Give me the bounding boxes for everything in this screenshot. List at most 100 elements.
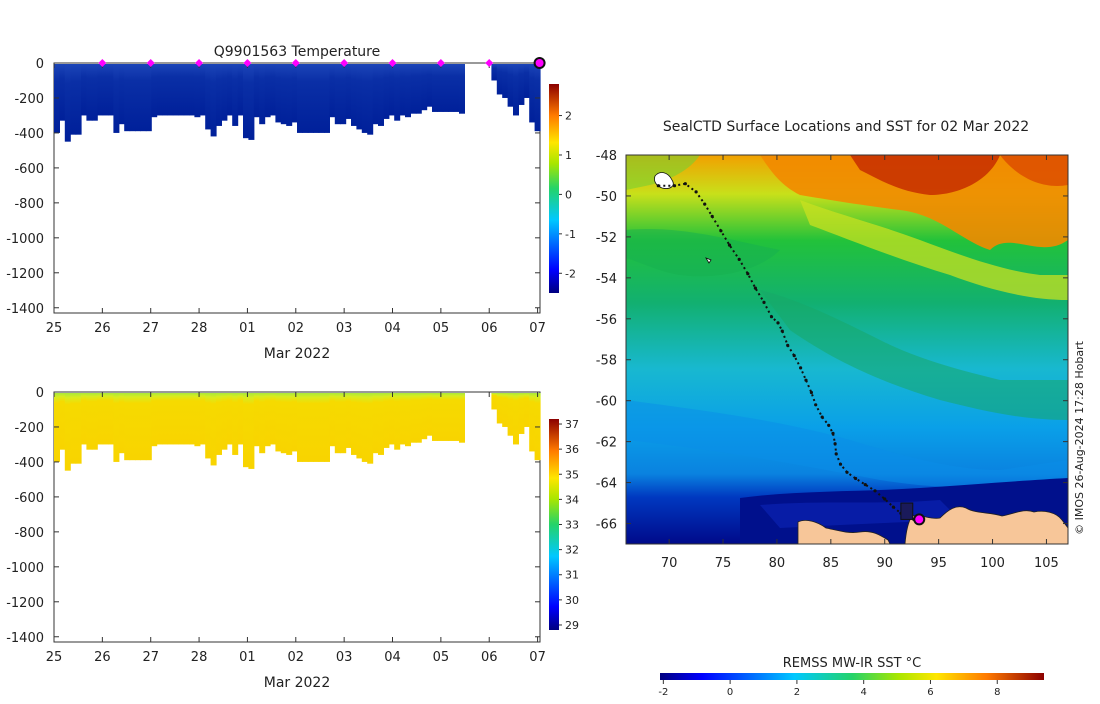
ctd-surface-location (776, 321, 780, 325)
y-tick-label: -600 (14, 491, 44, 506)
temperature-profile-markers (98, 57, 546, 69)
salinity-profile-column (313, 393, 320, 462)
temperature-profile-column (286, 64, 293, 126)
temperature-profile-column (313, 64, 320, 133)
salinity-profile-column (264, 393, 271, 447)
x-tick-label: 05 (433, 321, 450, 336)
temperature-profile-column (280, 64, 287, 125)
temperature-profile-column (199, 64, 206, 116)
salinity-profile-column (523, 393, 530, 427)
salinity-profile-column (518, 393, 525, 434)
temperature-profile-column (124, 64, 131, 132)
salinity-profile-column (194, 393, 201, 447)
map-y-tick-label: -64 (596, 477, 617, 492)
temperature-profile-column (113, 64, 120, 133)
salinity-profile-column (259, 393, 266, 454)
temperature-profile-column (491, 64, 498, 81)
ctd-surface-location (863, 483, 867, 487)
temperature-profile-column (70, 64, 77, 135)
temperature-profile-column (523, 64, 530, 98)
temperature-profile-column (167, 64, 174, 116)
salinity-profile-column (162, 393, 168, 445)
sst-colorbar-tick-label: 8 (994, 687, 1000, 698)
salinity-profile-column (275, 393, 282, 452)
temperature-profile-column (259, 64, 266, 125)
salinity-profile-column (340, 393, 347, 454)
salinity-profile-column (172, 393, 179, 445)
y-tick-label: -200 (14, 421, 44, 436)
profile-marker (98, 59, 107, 67)
map-y-tick-label: -48 (596, 149, 617, 164)
salinity-section-chart: 25 26 27 28 01 02 03 04 05 06 07 0 -200 -400 -600 -800 -… (6, 386, 579, 691)
profile-marker (388, 59, 397, 67)
temperature-profile-column (140, 64, 147, 132)
x-tick-label: 07 (529, 321, 546, 336)
temperature-profile-column (318, 64, 325, 133)
salinity-colorbar (549, 419, 559, 630)
salinity-profile-column (442, 393, 449, 441)
x-tick-label: 27 (142, 650, 159, 665)
temperature-profile-column (275, 64, 282, 123)
ctd-surface-location (831, 431, 835, 435)
temperature-profile-column (340, 64, 347, 125)
x-tick-label: 28 (191, 321, 208, 336)
x-tick-label: 04 (384, 650, 401, 665)
salinity-profile-column (91, 393, 98, 450)
y-tick-label: -200 (14, 92, 44, 107)
salinity-profile-column (421, 393, 428, 440)
ctd-surface-location (854, 476, 858, 481)
temperature-profile-column (221, 64, 228, 121)
temperature-profile-column (270, 64, 276, 116)
x-tick-label: 26 (94, 650, 111, 665)
colorbar-tick-label: -1 (565, 228, 576, 241)
salinity-profile-column (383, 393, 390, 448)
salinity-profile-column (351, 393, 357, 455)
y-tick-label: -1000 (6, 561, 44, 576)
x-tick-label: 28 (191, 650, 208, 665)
temperature-profile-column (426, 64, 433, 107)
salinity-profile-column (324, 393, 330, 462)
sst-colorbar (660, 673, 1044, 680)
y-tick-label: -800 (14, 197, 44, 212)
y-tick-label: -1200 (6, 267, 44, 282)
salinity-profile-column (410, 393, 417, 443)
sst-colorbar-tick-label: 6 (927, 687, 933, 698)
map-y-tick-label: -56 (596, 313, 617, 328)
salinity-profile-column (513, 393, 519, 445)
temperature-profile-column (496, 64, 503, 95)
salinity-profile-column (113, 393, 120, 462)
map-y-tick-label: -50 (596, 190, 617, 205)
x-tick-label: 05 (433, 650, 450, 665)
salinity-profile-column (140, 393, 147, 461)
sst-map-chart: SealCTD Surface Locations and SST for 02… (596, 119, 1086, 698)
ctd-surface-location (672, 184, 677, 188)
temperature-profile-column (172, 64, 179, 116)
y-tick-label: -1200 (6, 596, 44, 611)
temperature-section-chart: Q9901563 Temperature 25 26 27 28 01 02 03 04 05 0… (6, 44, 576, 362)
x-tick-label: 04 (384, 321, 401, 336)
temperature-x-axis-label: Mar 2022 (264, 346, 331, 362)
map-title: SealCTD Surface Locations and SST for 02… (663, 119, 1029, 135)
ctd-surface-location (719, 229, 723, 233)
salinity-profile-column (129, 393, 136, 461)
temperature-profile-column (118, 64, 125, 125)
sst-colorbar-tick-label: 2 (794, 687, 800, 698)
salinity-profile-column (453, 393, 460, 441)
sst-colorbar-ticks: -2 0 2 4 6 8 (658, 680, 1000, 698)
temperature-profile-column (334, 64, 341, 125)
salinity-profile-column (145, 393, 152, 461)
temperature-profile-column (97, 64, 104, 116)
temperature-profile-column (86, 64, 93, 121)
map-y-tick-label: -62 (596, 436, 617, 451)
salinity-colorbar-ticks: 37 36 35 34 33 32 31 30 29 (559, 418, 579, 632)
y-tick-label: 0 (36, 57, 44, 72)
map-frame (625, 154, 1069, 545)
map-x-tick-label: 80 (769, 556, 786, 571)
temperature-profile-column (243, 64, 249, 139)
ctd-surface-location (786, 343, 790, 347)
ctd-surface-location (703, 202, 707, 206)
temperature-profile-column (189, 64, 195, 116)
temperature-profile-column (75, 64, 82, 135)
temperature-profile-column (151, 64, 158, 118)
temperature-profile-column (264, 64, 271, 118)
